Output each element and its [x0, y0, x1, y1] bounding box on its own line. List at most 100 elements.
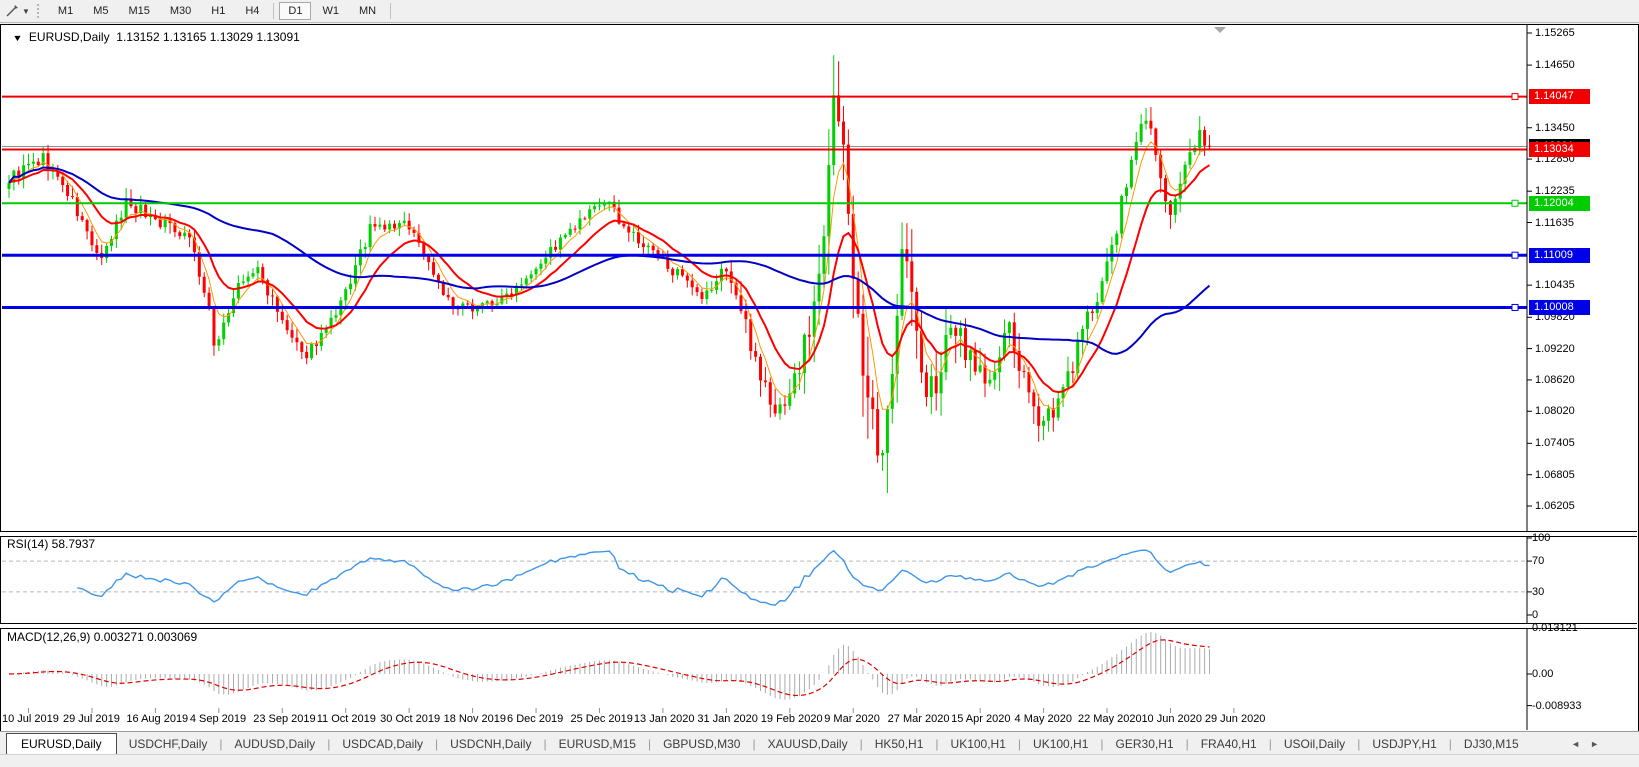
price-axis-label: 1.14650	[1535, 59, 1575, 72]
price-axis-label: 1.09220	[1535, 342, 1575, 355]
tab-separator: |	[543, 736, 547, 751]
price-axis-label: 1.06205	[1535, 500, 1575, 512]
tab-usdcnh-daily[interactable]: USDCNH,Daily	[450, 736, 532, 751]
price-axis-label: 1.13450	[1535, 121, 1575, 134]
date-axis-label: 19 Feb 2020	[760, 713, 823, 725]
price-line-badge: 1.11009	[1529, 247, 1590, 263]
tab-separator: |	[1100, 736, 1104, 751]
price-line-badge: 1.14047	[1529, 89, 1590, 105]
dropdown-caret-icon[interactable]: ▼	[22, 6, 30, 16]
tabs-scroll-right-button[interactable]: ►	[1590, 738, 1599, 749]
toolbar-drag-handle	[36, 4, 42, 18]
date-axis-label: 23 Sep 2019	[253, 713, 316, 725]
chart-ohlc-values: 1.13152 1.13165 1.13029 1.13091	[116, 30, 300, 44]
tab-separator: |	[1357, 736, 1361, 751]
date-axis-label: 4 May 2020	[1014, 713, 1073, 725]
chart-window: ▼ EURUSD,Daily 1.13152 1.13165 1.13029 1.…	[0, 24, 1639, 732]
timeframe-button-m5[interactable]: M5	[93, 5, 109, 17]
price-axis-label: 1.08620	[1535, 373, 1575, 386]
chart-context-arrow-icon[interactable]: ▼	[12, 33, 23, 43]
macd-axis-label: -0.008933	[1532, 699, 1582, 712]
tab-xauusd-daily[interactable]: XAUUSD,Daily	[767, 736, 848, 751]
timeframe-button-d1[interactable]: D1	[279, 2, 312, 20]
tab-separator: |	[752, 736, 756, 751]
tab-separator: |	[1185, 736, 1189, 751]
toolbar-separator	[390, 3, 392, 19]
macd-indicator-label: MACD(12,26,9) 0.003271 0.003069	[7, 630, 198, 644]
date-axis-label: 9 Mar 2020	[824, 713, 880, 725]
rsi-indicator-label: RSI(14) 58.7937	[7, 537, 96, 551]
price-axis-label: 1.12235	[1535, 185, 1575, 198]
timeframe-button-mn[interactable]: MN	[358, 5, 377, 17]
rsi-axis-label: 70	[1532, 555, 1545, 568]
date-axis-label: 10 Jun 2020	[1141, 713, 1202, 725]
tab-usdchf-daily[interactable]: USDCHF,Daily	[128, 736, 208, 751]
tab-audusd-daily[interactable]: AUDUSD,Daily	[234, 736, 316, 751]
date-axis-label: 18 Nov 2019	[443, 713, 506, 725]
macd-axis-label: 0.00	[1532, 668, 1554, 680]
tabs-scroll-left-button[interactable]: ◄	[1571, 738, 1581, 749]
price-line-badge: 1.12004	[1529, 195, 1590, 211]
date-axis-label: 29 Jun 2020	[1204, 713, 1266, 725]
tab-uk100-h1[interactable]: UK100,H1	[950, 736, 1006, 751]
price-line-badge: 1.10008	[1529, 299, 1590, 315]
bottom-strip	[0, 754, 1639, 767]
main-rsi-pane-separator[interactable]	[0, 531, 1637, 537]
timeframe-button-m30[interactable]: M30	[169, 5, 192, 17]
macd-axis-label: 0.013121	[1532, 621, 1578, 634]
tab-uk100-h1[interactable]: UK100,H1	[1033, 736, 1089, 751]
rsi-axis-label: 30	[1532, 585, 1545, 598]
date-axis-label: 16 Aug 2019	[126, 713, 189, 725]
date-axis-label: 25 Dec 2019	[570, 713, 633, 725]
timeframe-button-m15[interactable]: M15	[128, 5, 150, 17]
timeframe-button-h4[interactable]: H4	[245, 5, 260, 17]
tab-eurusd-daily[interactable]: EURUSD,Daily	[6, 732, 117, 755]
price-axis-label: 1.11635	[1535, 216, 1574, 229]
price-line-badge: 1.13034	[1529, 141, 1590, 157]
tab-usdjpy-h1[interactable]: USDJPY,H1	[1372, 736, 1437, 751]
rsi-macd-pane-separator[interactable]	[0, 623, 1637, 629]
tab-separator: |	[327, 736, 331, 751]
chart-tabs-bar: EURUSD,Daily USDCHF,Daily | AUDUSD,Daily | US…	[0, 731, 1639, 755]
date-axis-label: 10 Jul 2019	[2, 713, 59, 725]
tab-hk50-h1[interactable]: HK50,H1	[874, 736, 924, 751]
tabs-scroll-arrows: ◄ ►	[1571, 739, 1599, 749]
timeframe-button-h1[interactable]: H1	[211, 5, 226, 17]
chart-title: EURUSD,Daily	[28, 30, 110, 44]
tab-ger30-h1[interactable]: GER30,H1	[1115, 736, 1174, 751]
date-axis-label: 30 Oct 2019	[380, 713, 441, 725]
tab-usdcad-daily[interactable]: USDCAD,Daily	[342, 736, 423, 751]
date-axis-label: 22 May 2020	[1078, 713, 1142, 725]
cursor-tool-icon[interactable]	[5, 4, 19, 18]
price-axis-label: 1.06805	[1535, 468, 1575, 481]
tab-separator: |	[1017, 736, 1022, 751]
tab-separator: |	[435, 736, 439, 751]
date-axis-label: 4 Sep 2019	[189, 713, 247, 725]
date-axis-label: 27 Mar 2020	[887, 713, 950, 725]
toolbar-separator	[273, 3, 275, 19]
date-axis-label: 11 Oct 2019	[316, 713, 376, 725]
date-axis-label: 6 Dec 2019	[507, 713, 564, 725]
tab-separator: |	[859, 736, 863, 751]
timeframe-button-m1[interactable]: M1	[57, 5, 74, 17]
tab-eurusd-m15[interactable]: EURUSD,M15	[558, 736, 636, 751]
date-axis-label: 29 Jul 2019	[62, 713, 120, 725]
tab-separator: |	[647, 736, 652, 751]
tab-dj30-m15[interactable]: DJ30,M15	[1463, 736, 1519, 751]
price-axis-label: 1.15265	[1535, 27, 1575, 39]
date-axis-label: 15 Apr 2020	[951, 713, 1011, 725]
date-axis-label: 31 Jan 2020	[697, 713, 758, 725]
price-axis-label: 1.07405	[1535, 437, 1575, 450]
timeframe-buttons-group: M1 M5 M15 M30 H1 H4 D1 W1 MN	[48, 2, 395, 20]
chart-shift-marker-icon[interactable]	[1214, 27, 1226, 33]
chart-title-row: ▼ EURUSD,Daily 1.13152 1.13165 1.13029 1.…	[12, 30, 300, 44]
date-axis-label: 13 Jan 2020	[633, 713, 695, 725]
rsi-axis-label: 0	[1532, 609, 1539, 621]
tab-gbpusd-m30[interactable]: GBPUSD,M30	[663, 736, 741, 751]
timeframe-toolbar: ▼ M1 M5 M15 M30 H1 H4 D1 W1 MN	[0, 0, 1639, 23]
tab-fra40-h1[interactable]: FRA40,H1	[1200, 736, 1257, 751]
tab-usoil-daily[interactable]: USOil,Daily	[1283, 736, 1346, 751]
timeframe-button-w1[interactable]: W1	[322, 5, 339, 17]
